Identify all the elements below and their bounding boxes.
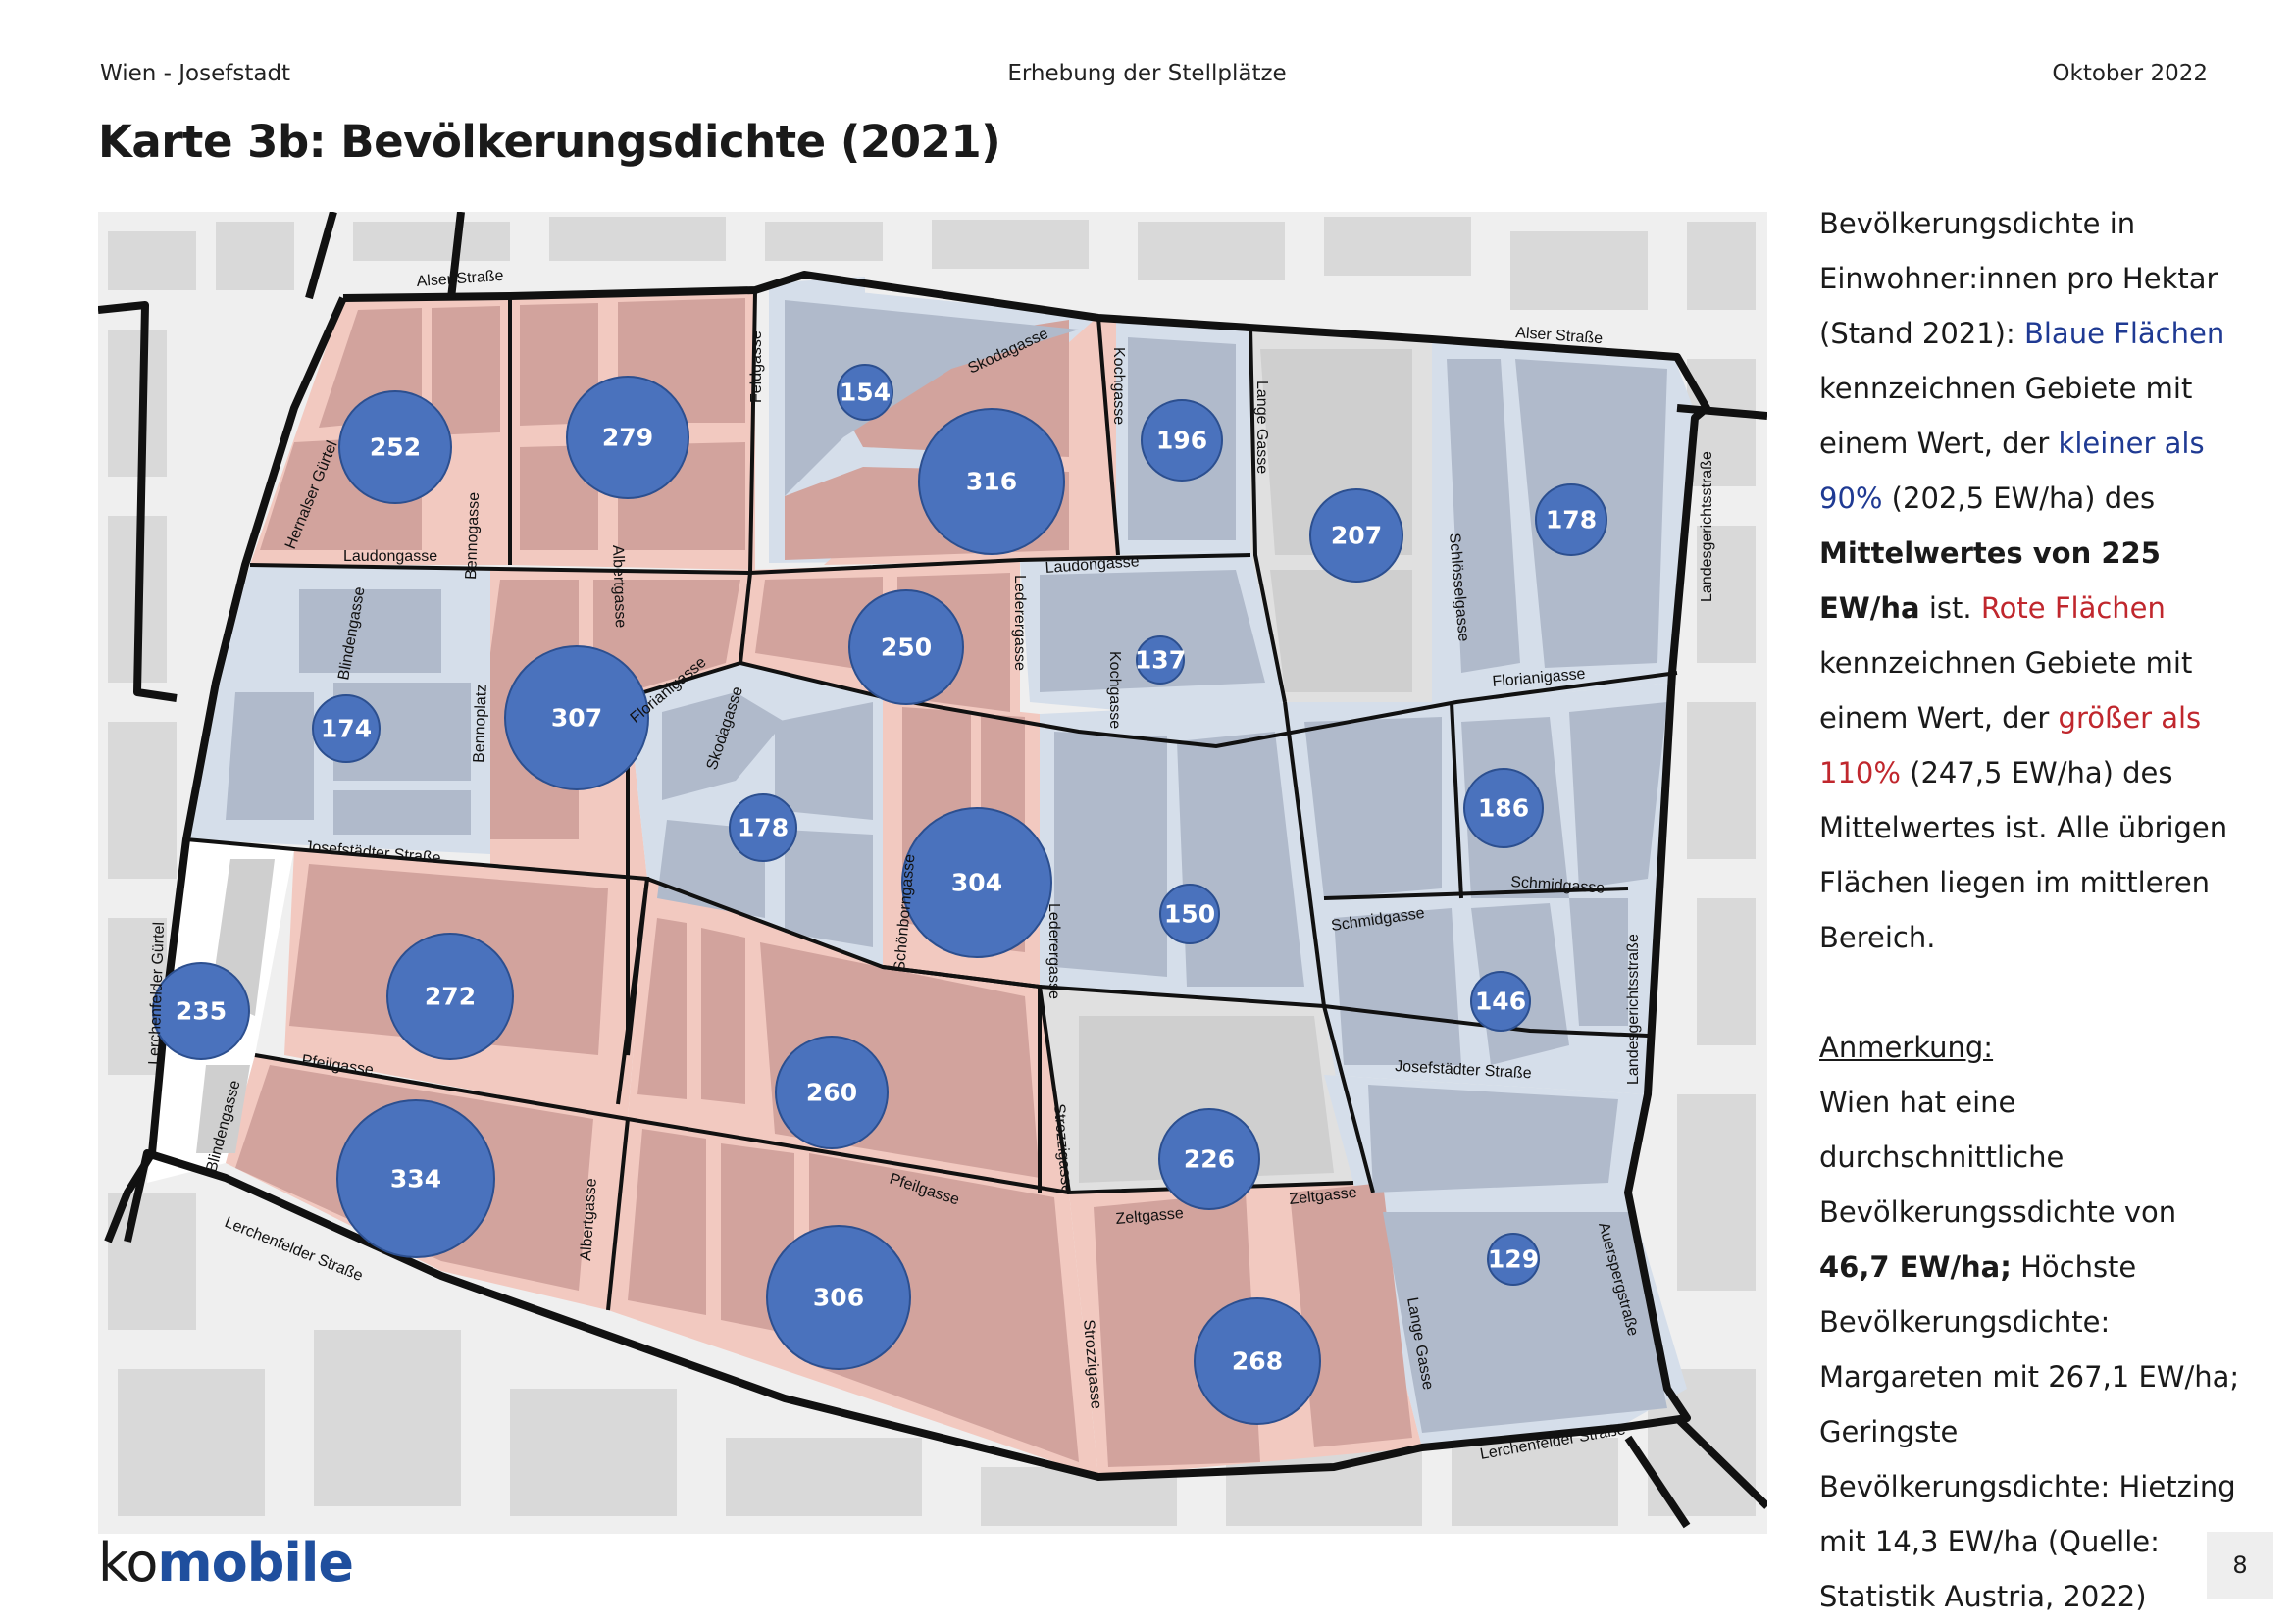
circle-250 — [848, 589, 964, 705]
street-lerchenfelder-guertel: Lerchenfelder Gürtel — [146, 922, 168, 1065]
header-report-title: Erhebung der Stellplätze — [1007, 61, 1287, 86]
desc-text-4: kennzeichnen Gebiete mit einem Wert, der — [1819, 646, 2193, 735]
circle-226 — [1158, 1108, 1260, 1210]
circle-137 — [1136, 635, 1185, 685]
value-252: 252 — [370, 433, 421, 462]
value-178b: 178 — [738, 814, 789, 842]
value-268: 268 — [1232, 1347, 1283, 1376]
map-description: Bevölkerungsdichte in Einwohner:innen pr… — [1819, 196, 2241, 1624]
street-koch-2: Kochgasse — [1106, 651, 1123, 729]
street-koch-1: Kochgasse — [1110, 347, 1127, 425]
circle-178b — [729, 793, 797, 862]
page-number: 8 — [2207, 1532, 2273, 1599]
value-316: 316 — [966, 468, 1017, 496]
logo-ko: ko — [98, 1532, 158, 1594]
value-146: 146 — [1475, 988, 1526, 1016]
desc-red-areas: Rote Flächen — [1980, 591, 2166, 625]
circle-268 — [1194, 1297, 1321, 1425]
circle-252 — [338, 390, 452, 504]
circle-186 — [1463, 768, 1544, 848]
circle-272 — [386, 933, 514, 1060]
value-307: 307 — [551, 704, 602, 733]
value-137: 137 — [1135, 646, 1186, 675]
street-landesger-2: Landesgerichtsstraße — [1625, 934, 1642, 1085]
street-zelt-1: Zeltgasse — [1115, 1205, 1185, 1228]
note-vienna-density: 46,7 EW/ha; — [1819, 1250, 2012, 1284]
circle-154 — [837, 364, 893, 421]
desc-above-110: größer als 110% — [1819, 701, 2202, 789]
circle-316 — [918, 408, 1065, 555]
circle-304 — [901, 807, 1052, 958]
value-186: 186 — [1478, 794, 1529, 823]
internal-borders — [185, 291, 1678, 1311]
header-location: Wien - Josefstadt — [100, 61, 291, 86]
circle-178a — [1535, 483, 1607, 556]
page-title: Karte 3b: Bevölkerungsdichte (2021) — [98, 116, 1001, 168]
value-207: 207 — [1331, 522, 1382, 550]
circle-235 — [152, 962, 250, 1060]
note-text-1: Wien hat eine durchschnittliche Bevölker… — [1819, 1086, 2177, 1229]
circle-334 — [336, 1099, 495, 1258]
circle-306 — [766, 1225, 911, 1370]
street-albert-2: Albertgasse — [578, 1178, 600, 1262]
street-leder-1: Lederergasse — [1011, 575, 1028, 671]
value-174: 174 — [321, 715, 372, 743]
circle-279 — [566, 376, 689, 499]
value-178a: 178 — [1546, 506, 1597, 534]
circle-260 — [775, 1036, 889, 1149]
desc-intro: Bevölkerungsdichte in Einwohner:innen pr… — [1819, 207, 2218, 350]
circle-129 — [1487, 1233, 1540, 1286]
header-date: Oktober 2022 — [2052, 61, 2208, 86]
value-304: 304 — [951, 869, 1002, 897]
street-bennoplatz: Bennoplatz — [471, 685, 490, 764]
street-benno: Bennogasse — [463, 492, 483, 581]
desc-text-1: kennzeichnen Gebiete mit einem Wert, der — [1819, 372, 2193, 460]
value-279: 279 — [602, 424, 653, 452]
street-alser-1: Alser Straße — [416, 268, 504, 290]
circle-307 — [504, 645, 649, 790]
logo-mobile: mobile — [157, 1532, 354, 1594]
desc-blue-areas: Blaue Flächen — [2023, 317, 2225, 350]
desc-mean-value: Mittelwertes von 225 EW/ha — [1819, 536, 2161, 625]
value-196: 196 — [1156, 427, 1207, 455]
density-circles: 252 279 154 316 196 207 178 250 137 174 … — [152, 364, 1607, 1425]
density-map: 252 279 154 316 196 207 178 250 137 174 … — [98, 212, 1767, 1534]
value-129: 129 — [1488, 1245, 1539, 1274]
circle-150 — [1159, 884, 1220, 944]
desc-text-2: (202,5 EW/ha) des — [1882, 482, 2156, 515]
value-272: 272 — [425, 983, 476, 1011]
circle-207 — [1309, 488, 1403, 583]
circle-196 — [1141, 399, 1223, 482]
note-text-2: Höchste Bevölkerungsdichte: Margareten m… — [1819, 1250, 2240, 1613]
street-leder-2: Lederergasse — [1045, 903, 1062, 999]
circle-174 — [312, 694, 381, 763]
street-feldgasse: Feldgasse — [748, 330, 765, 403]
value-154: 154 — [840, 379, 891, 407]
value-306: 306 — [813, 1284, 864, 1312]
desc-text-3: ist. — [1919, 591, 1981, 625]
surrounding-blocks — [108, 217, 1756, 1526]
street-landesger-1: Landesgerichtsstraße — [1699, 451, 1715, 602]
desc-below-90: kleiner als 90% — [1819, 427, 2205, 515]
street-albert-1: Albertgasse — [609, 545, 629, 629]
value-250: 250 — [881, 634, 932, 662]
circle-146 — [1470, 971, 1531, 1032]
value-226: 226 — [1184, 1145, 1235, 1174]
value-260: 260 — [806, 1079, 857, 1107]
komobile-logo: komobile — [98, 1532, 354, 1594]
value-334: 334 — [390, 1165, 441, 1193]
street-schmid-2: Schmidgasse — [1510, 874, 1606, 897]
street-alser-2: Alser Straße — [1515, 325, 1604, 347]
value-235: 235 — [176, 997, 227, 1026]
desc-text-5: (247,5 EW/ha) des Mittelwertes ist. Alle… — [1819, 756, 2228, 954]
street-lange-1: Lange Gasse — [1253, 381, 1270, 474]
street-laudon-1: Laudongasse — [343, 548, 437, 565]
value-150: 150 — [1164, 900, 1215, 929]
note-heading: Anmerkung: — [1819, 1031, 1994, 1064]
street-laudon-2: Laudongasse — [1045, 553, 1140, 577]
